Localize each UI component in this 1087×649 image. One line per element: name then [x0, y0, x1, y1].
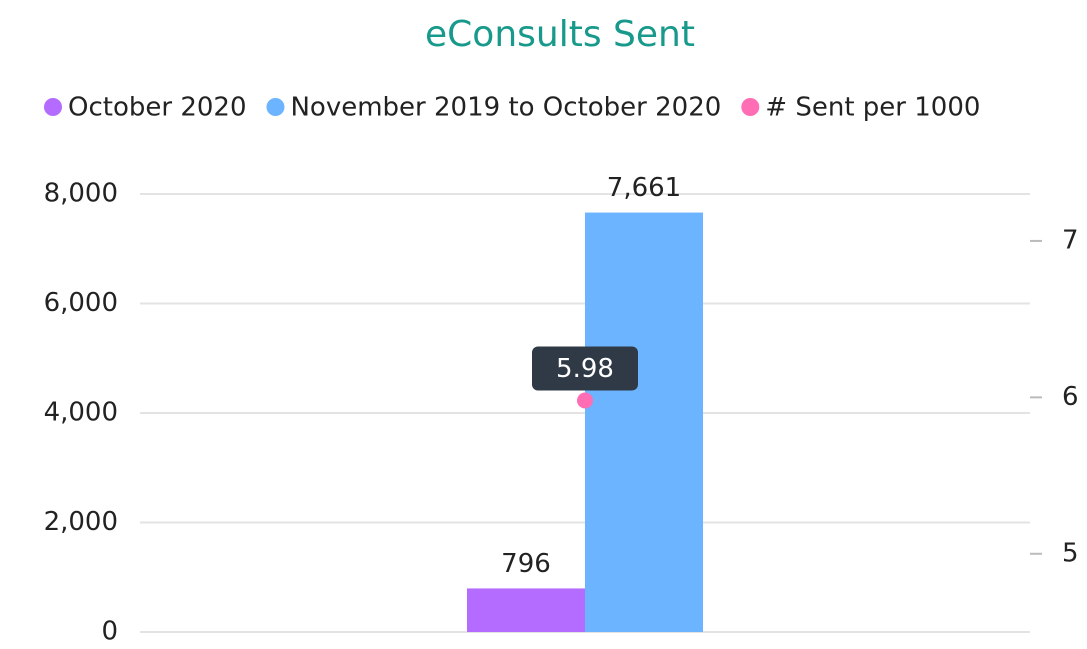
legend-label: October 2020: [68, 93, 246, 123]
legend-marker: [266, 98, 285, 116]
bar: [467, 588, 585, 632]
y-tick-label: 6,000: [44, 288, 118, 318]
chart-title: eConsults Sent: [425, 14, 695, 55]
data-label: 796: [501, 549, 551, 579]
legend-label: November 2019 to October 2020: [290, 93, 721, 123]
bar: [585, 212, 703, 633]
data-label-box: [532, 346, 638, 391]
legend-marker: [44, 98, 62, 116]
legend-marker: [741, 98, 760, 116]
y-tick-label: 8,000: [44, 179, 118, 209]
data-label: 7,661: [607, 173, 681, 203]
legend-label: # Sent per 1000: [765, 93, 980, 123]
y-tick-label: 2,000: [44, 507, 118, 537]
y-tick-label: 0: [101, 617, 118, 647]
data-label: 5.98: [556, 354, 614, 384]
y2-tick-label: 6: [1062, 382, 1079, 412]
point: [577, 392, 593, 409]
y-tick-label: 4,000: [44, 398, 118, 428]
y2-tick-label: 5: [1062, 538, 1079, 568]
y2-tick-label: 7: [1062, 225, 1079, 255]
